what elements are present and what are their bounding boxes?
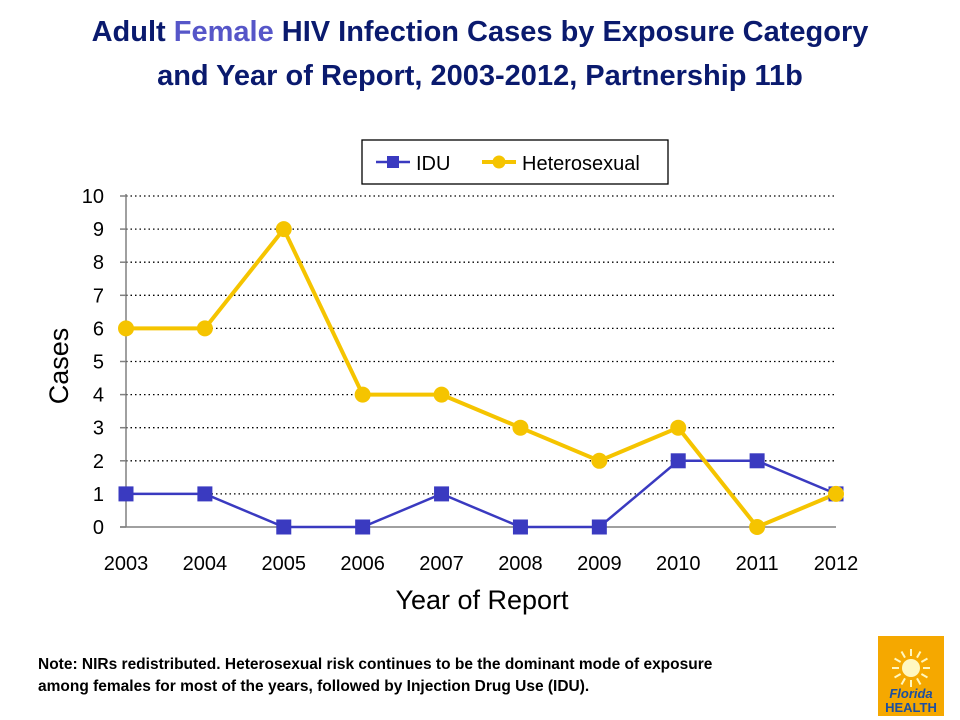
point-heterosexual [749,519,766,535]
axes [120,194,836,528]
x-tick-label: 2003 [104,553,149,575]
sun-ray [916,651,922,659]
sun-ray [900,677,906,685]
title-line-2: and Year of Report, 2003-2012, Partnersh… [157,60,803,92]
y-tick-label: 1 [93,484,104,506]
sun-ray [916,677,922,685]
legend-label-heterosexual: Heterosexual [522,153,640,175]
point-heterosexual [591,452,608,469]
point-heterosexual [354,386,371,403]
logo-line-1: Florida [889,686,932,701]
point-heterosexual [670,419,687,436]
footnote: Note: NIRs redistributed. Heterosexual r… [38,654,868,698]
y-tick-label: 9 [93,219,104,241]
x-tick-label: 2004 [183,553,228,575]
x-tick-label: 2012 [814,553,859,575]
y-tick-label: 7 [93,285,104,307]
x-tick-label: 2005 [262,553,307,575]
title-line-1: Adult Female HIV Infection Cases by Expo… [0,10,960,54]
sun-ray [920,657,928,663]
point-idu [670,453,686,469]
x-tick-label: 2007 [419,553,464,575]
legend-marker-heterosexual [492,155,506,169]
point-heterosexual [196,320,213,337]
point-idu [512,519,528,535]
y-tick-label: 6 [93,318,104,340]
legend-marker-idu [387,156,399,168]
point-heterosexual [118,320,134,337]
y-tick-label: 10 [82,186,104,208]
point-idu [118,486,134,502]
sun-icon [892,649,930,687]
point-heterosexual [275,221,292,238]
point-idu [434,486,450,502]
tick-labels: 0 1 2 3 4 5 6 7 8 9 10 2003 2004 2005 2006 2007 2008 2009… [82,186,859,575]
footnote-line-1: Note: NIRs redistributed. Heterosexual r… [38,656,713,673]
point-heterosexual [433,386,450,403]
point-idu [749,453,765,469]
x-tick-label: 2009 [577,553,622,575]
legend-label-idu: IDU [416,153,450,175]
y-tick-label: 3 [93,418,104,440]
x-tick-label: 2008 [498,553,543,575]
y-tick-label: 8 [93,252,104,274]
florida-health-logo: Florida HEALTH [878,636,944,716]
point-idu [355,519,371,535]
series-line-heterosexual [126,225,837,530]
series-line-idu [126,459,837,529]
series [118,221,844,535]
point-heterosexual [828,485,844,502]
y-tick-label: 2 [93,451,104,473]
y-axis-label: Cases [44,328,74,405]
legend: IDU Heterosexual [361,139,669,185]
point-idu [197,486,213,502]
sun-ray [900,651,906,659]
chart-title: Adult Female HIV Infection Cases by Expo… [0,10,960,98]
grid-lines [126,195,836,495]
title-part-2: HIV Infection Cases by Exposure Category [281,16,869,48]
footnote-line-2: among females for most of the years, fol… [38,678,590,695]
x-tick-label: 2006 [340,553,385,575]
y-tick-label: 0 [93,517,104,539]
x-tick-label: 2011 [736,553,779,575]
title-part-1: Adult [91,16,166,48]
y-tick-label: 4 [93,385,104,407]
point-idu [591,519,607,535]
sun-ray [894,673,902,679]
point-heterosexual [512,419,529,436]
y-tick-label: 5 [93,352,104,374]
logo-line-2: HEALTH [885,700,937,715]
sun-ray [894,657,902,663]
title-accent: Female [173,16,274,48]
sun-ray [920,673,928,679]
point-idu [276,519,292,535]
x-tick-label: 2010 [656,553,701,575]
x-axis-label: Year of Report [395,585,569,615]
